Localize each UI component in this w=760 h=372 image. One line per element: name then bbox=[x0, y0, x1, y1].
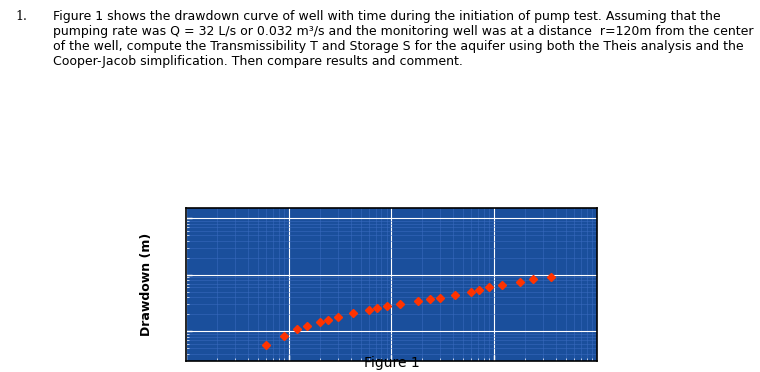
Text: 0.0: 0.0 bbox=[164, 362, 182, 372]
Text: Figure 1 shows the drawdown curve of well with time during the initiation of pum: Figure 1 shows the drawdown curve of wel… bbox=[53, 10, 754, 68]
Text: 1.: 1. bbox=[15, 10, 27, 23]
Text: Figure 1: Figure 1 bbox=[363, 356, 420, 370]
Y-axis label: Drawdown (m): Drawdown (m) bbox=[140, 233, 153, 336]
